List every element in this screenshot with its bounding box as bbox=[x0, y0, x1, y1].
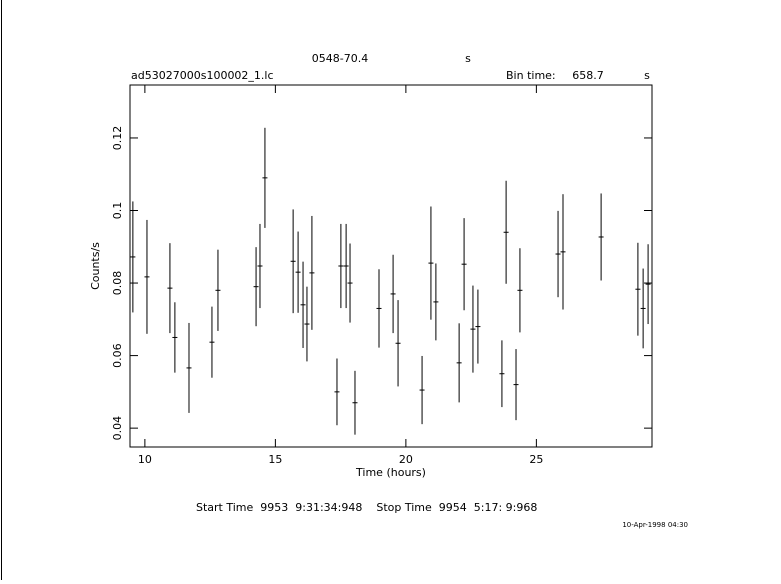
plot-frame bbox=[129, 84, 653, 448]
bin-time: 658.7 bbox=[572, 69, 604, 82]
footer-times: Start Time 9953 9:31:34:948 Stop Time 99… bbox=[196, 501, 537, 514]
y-axis-label: Counts/s bbox=[89, 242, 102, 290]
x-tick-label: 25 bbox=[529, 453, 543, 466]
y-tick-label: 0.08 bbox=[111, 271, 124, 296]
x-tick-label: 15 bbox=[268, 453, 282, 466]
y-tick-label: 0.12 bbox=[111, 126, 124, 151]
timestamp: 10-Apr-1998 04:30 bbox=[622, 521, 688, 529]
y-tick-label: 0.1 bbox=[111, 202, 124, 220]
bin-time-unit: s bbox=[644, 69, 650, 82]
x-axis-label: Time (hours) bbox=[355, 466, 426, 479]
x-tick-label: 10 bbox=[138, 453, 152, 466]
y-tick-label: 0.04 bbox=[111, 416, 124, 441]
title-unit: s bbox=[465, 52, 471, 65]
chart-title: 0548-70.4 bbox=[312, 52, 368, 65]
bin-time-label: Bin time: bbox=[506, 69, 556, 82]
x-tick-label: 20 bbox=[399, 453, 413, 466]
file-name: ad53027000s100002_1.lc bbox=[131, 69, 274, 82]
y-tick-label: 0.06 bbox=[111, 343, 124, 368]
